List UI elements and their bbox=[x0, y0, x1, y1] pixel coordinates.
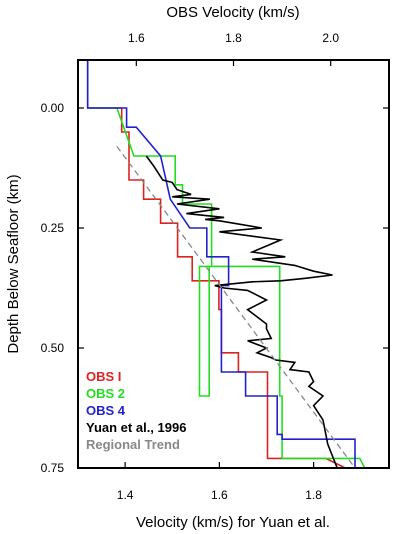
top-axis: 1.6 1.8 2.0 bbox=[128, 31, 339, 66]
series-line-4 bbox=[145, 155, 338, 469]
left-axis: 0.00 0.25 0.50 0.75 bbox=[41, 101, 389, 475]
left-axis-title: Depth Below Seafloor (km) bbox=[5, 174, 22, 353]
y-tick-label-1: 0.00 bbox=[41, 101, 65, 115]
legend-entry-5: Regional Trend bbox=[86, 437, 180, 452]
legend-entry-4: Yuan et al., 1996 bbox=[86, 420, 186, 435]
bottom-tick-label-1: 1.4 bbox=[117, 488, 134, 502]
bottom-tick-label-3: 1.8 bbox=[305, 488, 322, 502]
series-line-5 bbox=[116, 146, 356, 469]
top-tick-label-2: 1.8 bbox=[225, 31, 242, 45]
y-tick-label-4: 0.75 bbox=[41, 461, 65, 475]
legend-entry-2: OBS 2 bbox=[86, 386, 125, 401]
y-tick-label-2: 0.25 bbox=[41, 221, 65, 235]
bottom-axis: 1.4 1.6 1.8 bbox=[117, 462, 322, 502]
legend-entry-1: OBS I bbox=[86, 369, 121, 384]
y-tick-label-3: 0.50 bbox=[41, 341, 65, 355]
series-line-3 bbox=[86, 60, 356, 468]
plot-frame bbox=[77, 59, 390, 469]
legend: OBS I OBS 2 OBS 4 Yuan et al., 1996 Regional… bbox=[86, 369, 186, 452]
top-axis-title: OBS Velocity (km/s) bbox=[166, 4, 299, 21]
series-line-2 bbox=[86, 60, 366, 469]
legend-entry-3: OBS 4 bbox=[86, 403, 126, 418]
bottom-axis-title: Velocity (km/s) for Yuan et al. bbox=[136, 514, 330, 531]
top-tick-label-3: 2.0 bbox=[322, 31, 339, 45]
plot-area bbox=[86, 60, 366, 469]
top-tick-label-1: 1.6 bbox=[128, 31, 145, 45]
bottom-tick-label-2: 1.6 bbox=[211, 488, 228, 502]
